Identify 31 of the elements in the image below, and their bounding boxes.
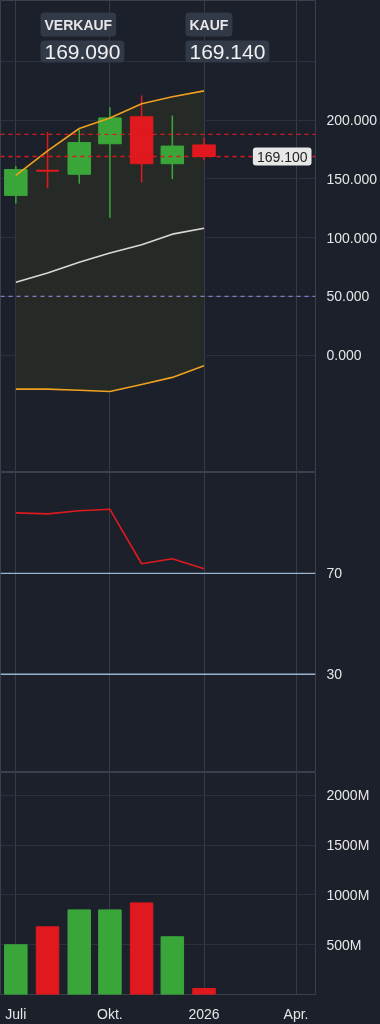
annotation: KAUF: [189, 16, 229, 33]
bar: [67, 909, 91, 995]
annotation: 169.090: [44, 39, 121, 63]
bar: [4, 944, 28, 995]
annotation: VERKAUF: [44, 16, 113, 33]
line-series: [15, 227, 205, 284]
ref-line-label: 169.100: [256, 148, 308, 165]
y-tick-label: 30: [326, 666, 343, 683]
y-tick-label: 100.000: [326, 229, 378, 246]
line-series: [15, 364, 205, 393]
y-tick-label: 1000M: [326, 886, 370, 903]
y-tick-label: 150.000: [326, 170, 378, 187]
bar: [160, 936, 185, 995]
bar: [98, 909, 122, 995]
y-tick-label: 2000M: [326, 787, 370, 804]
x-tick-label: Juli: [5, 1005, 27, 1022]
x-tick-label: 2026: [188, 1005, 220, 1022]
bar: [35, 926, 60, 995]
bar: [129, 902, 154, 995]
y-tick-label: 200.000: [326, 112, 378, 129]
y-tick-label: 500M: [326, 936, 362, 953]
annotation: 169.140: [189, 39, 266, 63]
line-series: [15, 508, 205, 570]
x-tick-label: Apr.: [283, 1005, 309, 1022]
y-tick-label: 0.000: [326, 347, 362, 364]
candlestick: [160, 114, 185, 180]
y-tick-label: 70: [326, 565, 343, 582]
y-tick-label: 1500M: [326, 837, 370, 854]
y-tick-label: 50.000: [326, 288, 370, 305]
x-tick-label: Okt.: [97, 1005, 123, 1022]
bar: [192, 988, 216, 995]
